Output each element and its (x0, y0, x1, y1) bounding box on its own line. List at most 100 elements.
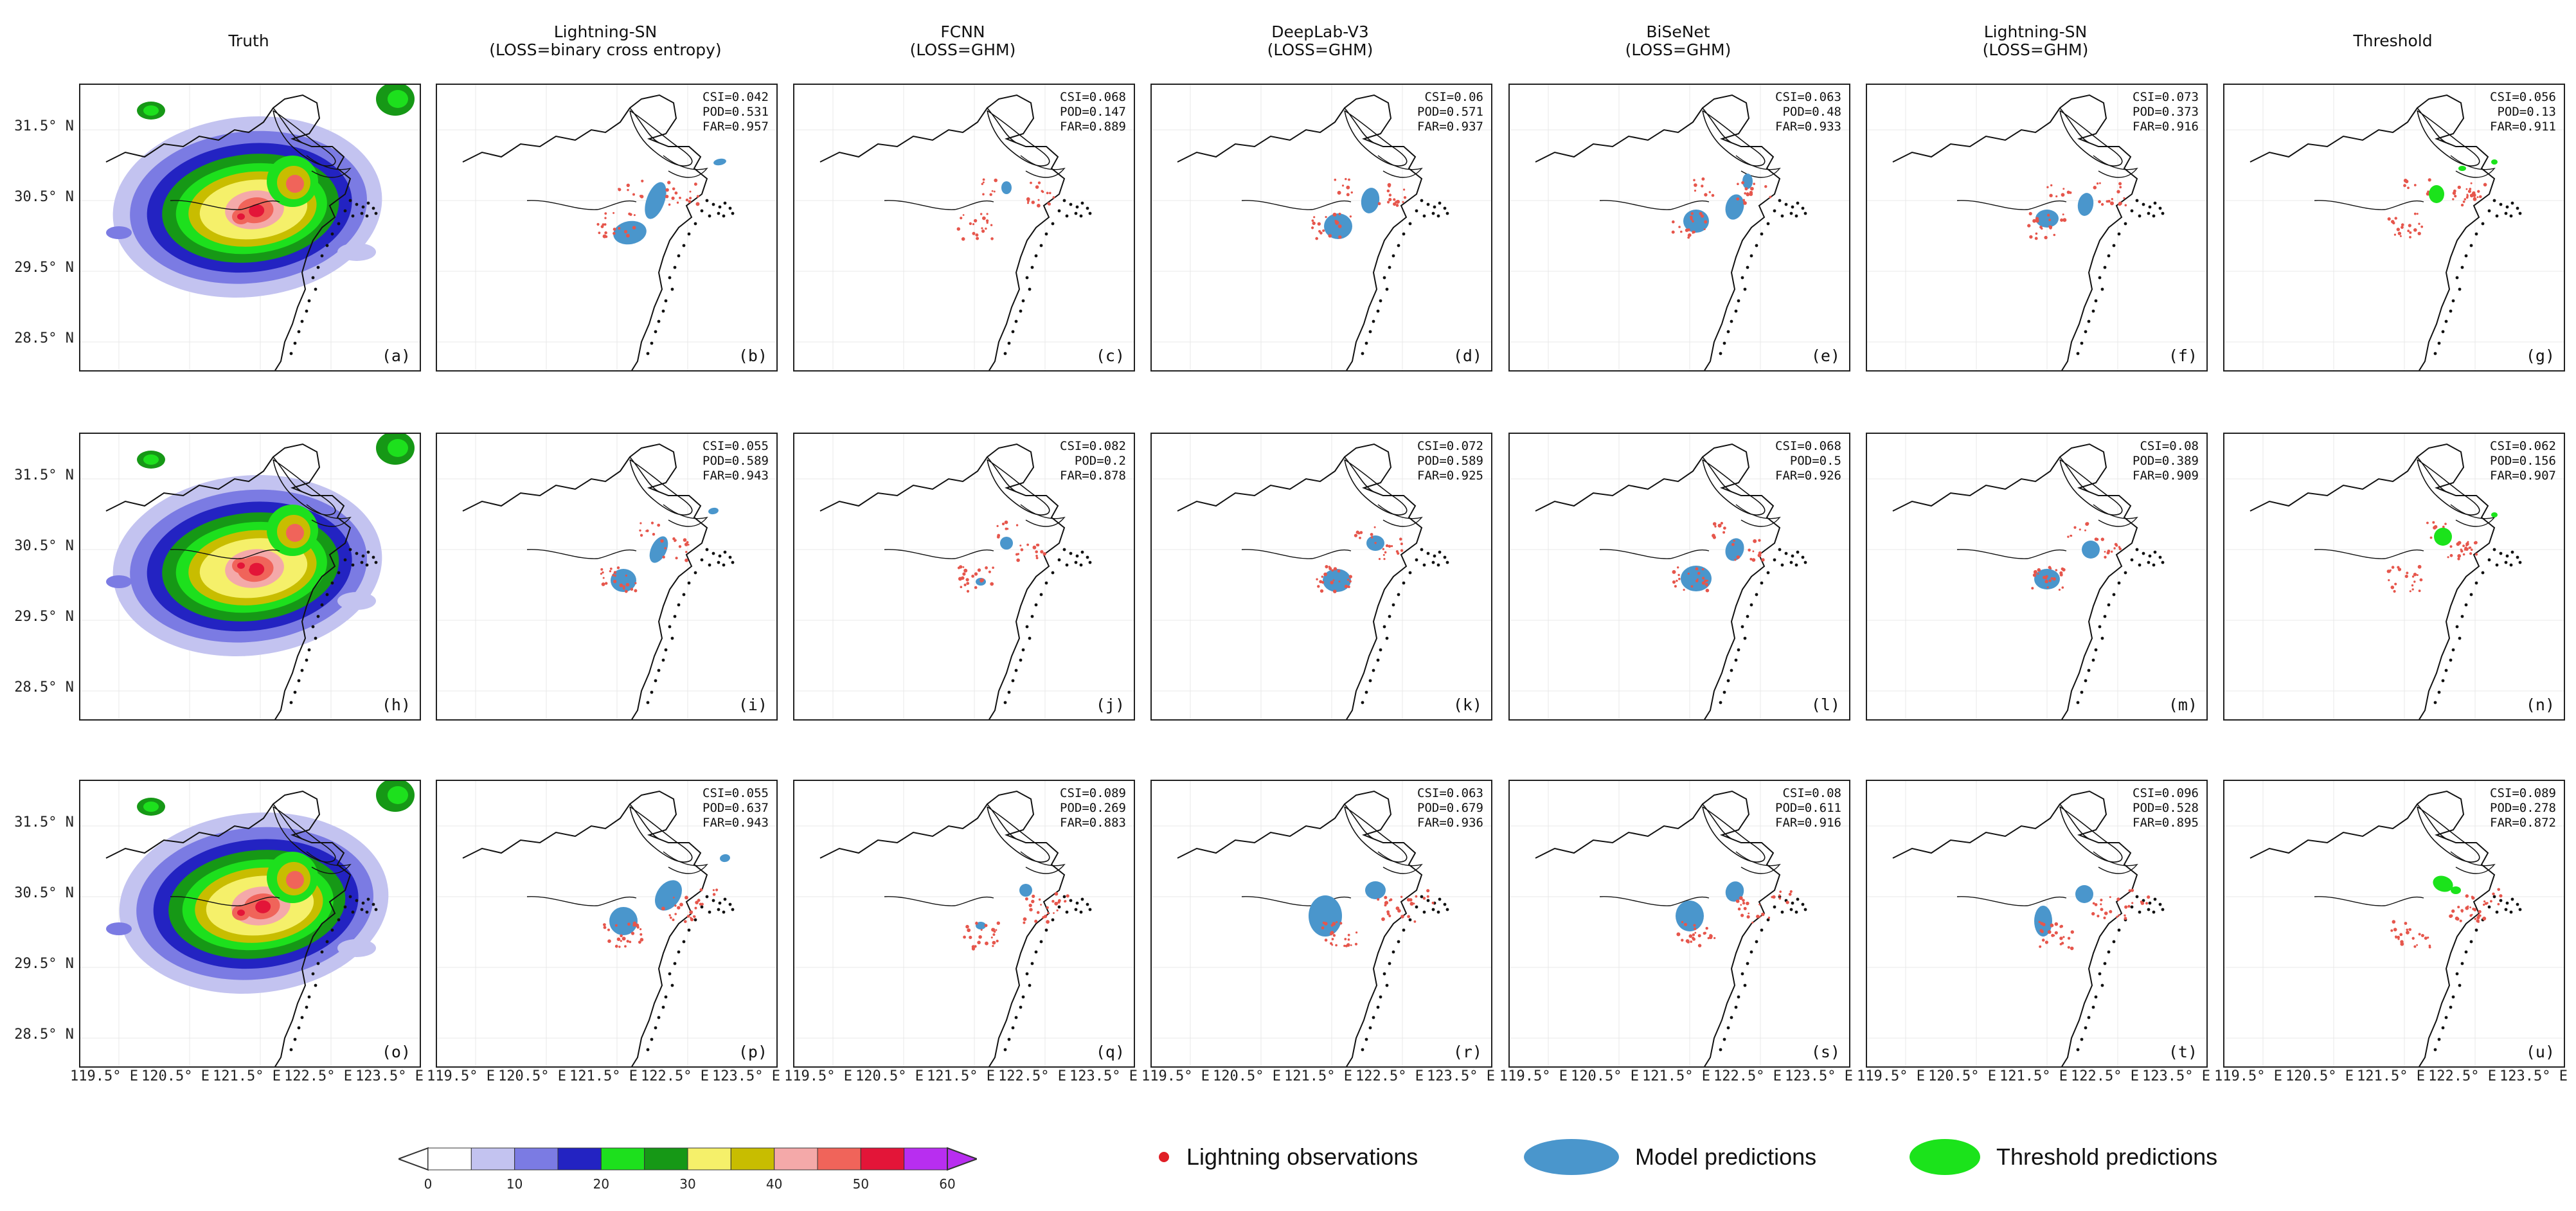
map-panel: (o) (79, 780, 421, 1068)
map-panel: CSI=0.063 POD=0.48 FAR=0.933 (e) (1508, 84, 1850, 372)
metric-csi: CSI=0.063 (1775, 90, 1841, 104)
legend-model-predictions: Model predictions (1523, 1138, 1816, 1176)
column-header: BiSeNet (LOSS=GHM) (1505, 23, 1852, 59)
map-panel: CSI=0.056 POD=0.13 FAR=0.911 (g) (2223, 84, 2565, 372)
longitude-ticks: 119.5° E 120.5° E 121.5° E 122.5° E 123.5° E (784, 1068, 1144, 1088)
map-plot (794, 434, 1134, 719)
longitude-tick: 120.5° E (1213, 1068, 1281, 1084)
longitude-tick: 123.5° E (355, 1068, 424, 1084)
metric-far: FAR=0.957 (702, 120, 769, 134)
model-predictions (1681, 538, 1744, 591)
model-predictions (2035, 193, 2094, 228)
lightning-observations (603, 888, 719, 948)
lightning-observations (1311, 177, 1407, 240)
legend-lightning-observations: Lightning observations (1157, 1138, 1418, 1176)
lightning-observations (2027, 182, 2127, 240)
metric-csi: CSI=0.082 (1060, 439, 1126, 453)
lightning-observations (2457, 905, 2480, 917)
metrics-box: CSI=0.082 POD=0.2 FAR=0.878 (1060, 439, 1126, 483)
metric-far: FAR=0.933 (1775, 120, 1841, 134)
longitude-tick: 121.5° E (569, 1068, 638, 1084)
column-subtitle: (LOSS=GHM) (909, 40, 1016, 59)
colorbar-segment (600, 1147, 645, 1171)
metric-csi: CSI=0.072 (1417, 439, 1483, 453)
colorbar-tick: 10 (506, 1176, 523, 1192)
longitude-tick: 121.5° E (2357, 1068, 2425, 1084)
metric-pod: POD=0.389 (2133, 454, 2199, 468)
map-panel: CSI=0.096 POD=0.528 FAR=0.895 (t) (1866, 780, 2208, 1068)
coastline (1177, 443, 1449, 719)
metric-pod: POD=0.589 (1417, 454, 1483, 468)
column-subtitle: (LOSS=GHM) (1982, 40, 2089, 59)
metric-pod: POD=0.48 (1782, 105, 1841, 119)
longitude-ticks: 119.5° E 120.5° E 121.5° E 122.5° E 123.5° E (1141, 1068, 1501, 1088)
colorbar-segment (687, 1147, 731, 1171)
metric-pod: POD=0.278 (2490, 801, 2556, 815)
lightning-observations (2456, 542, 2473, 558)
lightning-observations (957, 520, 1046, 593)
metric-csi: CSI=0.08 (2140, 439, 2199, 453)
metric-far: FAR=0.916 (1775, 816, 1841, 830)
lightning-observations (1321, 889, 1435, 947)
metric-pod: POD=0.156 (2490, 454, 2556, 468)
map-panel: CSI=0.055 POD=0.589 FAR=0.943 (i) (436, 433, 778, 721)
map-panel: CSI=0.089 POD=0.269 FAR=0.883 (q) (793, 780, 1135, 1068)
coastline (1892, 94, 2165, 370)
blue-ellipse-icon (1524, 1139, 1619, 1175)
latitude-tick: 28.5° N (14, 1027, 74, 1043)
metric-far: FAR=0.911 (2490, 120, 2556, 134)
metrics-box: CSI=0.096 POD=0.528 FAR=0.895 (2133, 786, 2199, 830)
model-predictions (1309, 881, 1386, 937)
metrics-box: CSI=0.042 POD=0.531 FAR=0.957 (702, 90, 769, 134)
longitude-tick: 121.5° E (1642, 1068, 1710, 1084)
metric-pod: POD=0.679 (1417, 801, 1483, 815)
radar-reflectivity (106, 781, 415, 994)
lightning-observations (2031, 522, 2122, 591)
colorbar-segment (774, 1147, 818, 1171)
panel-label: (f) (2168, 346, 2197, 365)
metric-pod: POD=0.571 (1417, 105, 1483, 119)
latitude-tick: 29.5° N (14, 609, 74, 625)
map-plot (437, 85, 776, 370)
longitude-tick: 119.5° E (2214, 1068, 2282, 1084)
panel-label: (t) (2168, 1043, 2197, 1061)
legend-threshold-predictions: Threshold predictions (1909, 1138, 2217, 1176)
metrics-box: CSI=0.068 POD=0.5 FAR=0.926 (1775, 439, 1841, 483)
map-panel: CSI=0.055 POD=0.637 FAR=0.943 (p) (436, 780, 778, 1068)
metric-far: FAR=0.872 (2490, 816, 2556, 830)
latitude-tick: 29.5° N (14, 956, 74, 972)
coastline (105, 94, 378, 370)
latitude-tick: 29.5° N (14, 260, 74, 276)
metric-pod: POD=0.637 (702, 801, 769, 815)
map-panel: CSI=0.072 POD=0.589 FAR=0.925 (k) (1150, 433, 1492, 721)
map-panel: CSI=0.08 POD=0.389 FAR=0.909 (m) (1866, 433, 2208, 721)
metric-far: FAR=0.883 (1060, 816, 1126, 830)
colorbar-extend-low (397, 1147, 429, 1171)
longitude-tick: 121.5° E (1284, 1068, 1352, 1084)
lightning-observations (2457, 185, 2480, 199)
map-plot (1510, 85, 1849, 370)
longitude-tick: 119.5° E (1141, 1068, 1210, 1084)
map-plot (1152, 85, 1491, 370)
longitude-tick: 119.5° E (1499, 1068, 1568, 1084)
coastline (2250, 443, 2522, 719)
latitude-tick: 30.5° N (14, 885, 74, 901)
coastline (2250, 790, 2522, 1066)
map-panel: CSI=0.042 POD=0.531 FAR=0.957 (b) (436, 84, 778, 372)
model-predictions (1001, 181, 1012, 194)
metric-csi: CSI=0.068 (1060, 90, 1126, 104)
map-plot (1152, 781, 1491, 1066)
panel-label: (m) (2168, 695, 2197, 714)
metric-far: FAR=0.889 (1060, 120, 1126, 134)
threshold-predictions (2429, 159, 2498, 203)
longitude-tick: 123.5° E (1427, 1068, 1495, 1084)
column-title: Lightning-SN (1983, 22, 2088, 41)
longitude-tick: 123.5° E (1785, 1068, 1853, 1084)
lightning-observations (963, 892, 1069, 951)
map-plot (1510, 781, 1849, 1066)
latitude-tick: 28.5° N (14, 330, 74, 346)
metric-csi: CSI=0.089 (2490, 786, 2556, 800)
colorbar-extend-high (947, 1147, 979, 1171)
map-plot (80, 85, 420, 370)
metric-pod: POD=0.589 (702, 454, 769, 468)
